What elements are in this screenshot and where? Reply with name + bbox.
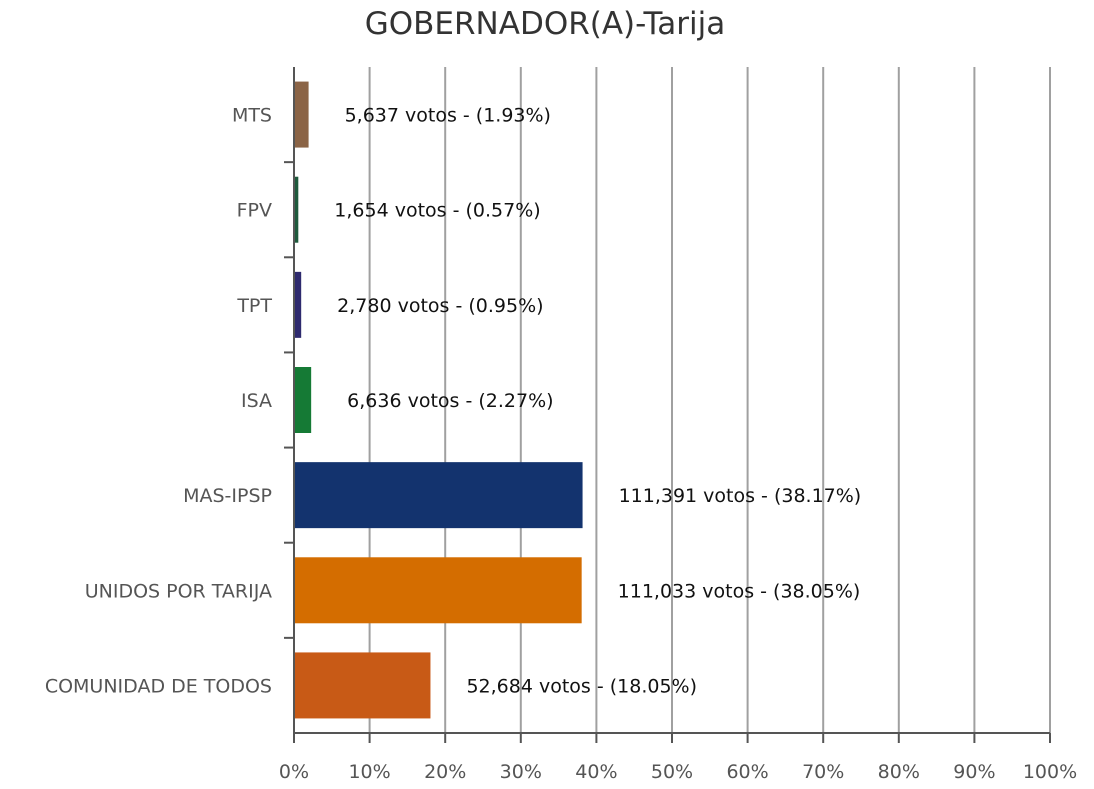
category-label: UNIDOS POR TARIJA [85,580,272,602]
data-label: 5,637 votos - (1.93%) [345,105,551,127]
x-tick-label: 20% [424,761,466,783]
x-tick-label: 70% [802,761,844,783]
data-label: 52,684 votos - (18.05%) [466,675,697,697]
data-label: 111,391 votos - (38.17%) [619,485,862,507]
x-tick-label: 90% [953,761,995,783]
category-label: ISA [241,390,272,412]
bar [294,652,431,719]
category-label: FPV [237,200,272,222]
bar [294,462,583,529]
bar [294,557,582,624]
chart-title: GOBERNADOR(A)-Tarija [365,6,726,42]
x-tick-label: 30% [500,761,542,783]
bar [294,81,309,148]
bar [294,367,312,433]
category-label: TPT [236,295,272,317]
x-tick-label: 100% [1023,761,1077,783]
bar [294,176,299,243]
category-label: COMUNIDAD DE TODOS [45,675,272,697]
category-label: MTS [232,105,272,127]
x-tick-label: 60% [726,761,768,783]
x-tick-label: 40% [575,761,617,783]
x-tick-label: 10% [348,761,390,783]
data-label: 2,780 votos - (0.95%) [337,295,543,317]
x-tick-label: 0% [279,761,309,783]
data-label: 1,654 votos - (0.57%) [334,200,540,222]
x-tick-label: 50% [651,761,693,783]
bar [294,271,302,338]
x-tick-label: 80% [878,761,920,783]
data-label: 6,636 votos - (2.27%) [347,390,553,412]
category-label: MAS-IPSP [183,485,272,507]
data-label: 111,033 votos - (38.05%) [618,580,861,602]
